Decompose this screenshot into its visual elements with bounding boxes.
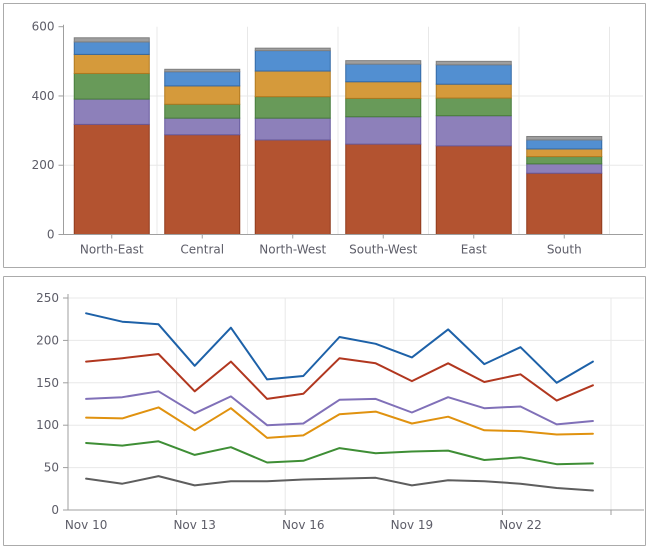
bar-segment-orange[interactable] [164, 85, 241, 105]
x-category-label: Central [180, 243, 224, 257]
bar-segment-blue[interactable] [164, 71, 241, 87]
bar-segment-gray[interactable] [164, 68, 241, 73]
bar-segment-purple[interactable] [164, 117, 241, 136]
stacked-bar-chart-panel: 0 200 400 600 North-East Central North-West Sou… [3, 3, 646, 268]
x-date-label: Nov 13 [173, 518, 216, 532]
bar-segment-blue[interactable] [526, 139, 603, 150]
line-series-green[interactable] [85, 440, 594, 466]
y-tick-label: 200 [36, 333, 59, 347]
y-tick-label: 250 [36, 291, 59, 305]
bar-segment-gray[interactable] [435, 60, 512, 66]
y-tick-label: 50 [44, 461, 59, 475]
bar-segment-gray[interactable] [73, 37, 150, 43]
y-tick-label: 0 [47, 228, 55, 242]
bar-segment-orange[interactable] [254, 70, 331, 98]
bar-segment-orange[interactable] [345, 81, 422, 99]
bar-segment-rust[interactable] [435, 145, 512, 235]
x-category-label: South [547, 243, 582, 257]
line-series-blue[interactable] [85, 312, 594, 384]
bar-segment-green[interactable] [73, 72, 150, 100]
y-tick-label: 150 [36, 376, 59, 390]
bar-segment-purple[interactable] [526, 163, 603, 174]
bar-segment-orange[interactable] [73, 53, 150, 74]
bar-segment-blue[interactable] [254, 50, 331, 72]
stacked-bar-chart: 0 200 400 600 North-East Central North-West Sou… [32, 20, 643, 257]
x-category-label: South-West [349, 243, 418, 257]
y-tick-label: 0 [51, 503, 59, 517]
bar-segment-green[interactable] [254, 96, 331, 119]
y-tick-label: 100 [36, 418, 59, 432]
bar-segment-gray[interactable] [345, 60, 422, 65]
bar-segment-green[interactable] [526, 156, 603, 165]
x-date-label: Nov 16 [282, 518, 325, 532]
bar-segment-purple[interactable] [254, 117, 331, 141]
bar-segment-blue[interactable] [345, 63, 422, 83]
x-category-label: North-East [80, 243, 144, 257]
bar-segment-green[interactable] [345, 97, 422, 118]
bar-segment-rust[interactable] [254, 139, 331, 236]
bar-segment-rust[interactable] [345, 143, 422, 235]
x-date-label: Nov 10 [65, 518, 108, 532]
y-tick-label: 200 [32, 158, 55, 172]
x-category-label: East [461, 243, 487, 257]
bar-segment-orange[interactable] [526, 148, 603, 158]
line-series-red[interactable] [85, 353, 594, 402]
bar-segment-gray[interactable] [526, 135, 603, 141]
bar-segment-rust[interactable] [526, 172, 603, 236]
bar-segment-purple[interactable] [345, 116, 422, 145]
y-tick-label: 400 [32, 89, 55, 103]
bar-segment-orange[interactable] [435, 83, 512, 99]
bar-segment-purple[interactable] [435, 115, 512, 147]
line-chart: 0 50 100 150 200 250 Nov 10 Nov 13 Nov 16 Nov 19 N… [36, 291, 644, 532]
bar-segment-green[interactable] [435, 97, 512, 117]
x-date-label: Nov 19 [391, 518, 434, 532]
bar-segment-rust[interactable] [164, 134, 241, 235]
y-tick-label: 600 [32, 20, 55, 34]
bar-segment-blue[interactable] [435, 64, 512, 85]
line-series-purple[interactable] [85, 390, 594, 427]
line-series-orange[interactable] [85, 406, 594, 439]
bar-segment-gray[interactable] [254, 47, 331, 52]
bar-segment-blue[interactable] [73, 41, 150, 55]
bar-segment-purple[interactable] [73, 98, 150, 125]
line-chart-panel: 0 50 100 150 200 250 Nov 10 Nov 13 Nov 16 Nov 19 N… [3, 276, 646, 546]
x-category-label: North-West [259, 243, 326, 257]
bar-segment-green[interactable] [164, 103, 241, 119]
bar-segment-rust[interactable] [73, 123, 150, 235]
line-series-gray[interactable] [85, 475, 594, 492]
x-date-label: Nov 22 [499, 518, 542, 532]
